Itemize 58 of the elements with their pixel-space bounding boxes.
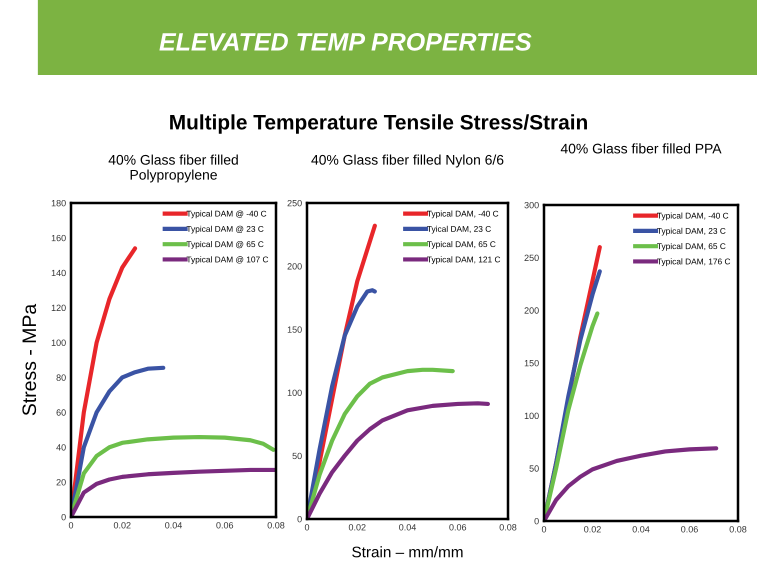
x-tick-label: 0.06 (216, 522, 234, 528)
x-tick-label: 0.04 (165, 522, 182, 528)
x-tick-label: 0.04 (399, 524, 416, 530)
y-tick-label: 0 (61, 514, 66, 520)
y-tick-label: 100 (52, 340, 66, 346)
chart-title: 40% Glass fiber filled Nylon 6/6 (311, 154, 504, 168)
x-tick-label: 0.04 (632, 526, 650, 532)
y-tick-label: 50 (529, 465, 539, 472)
legend-label: Typical DAM @ 23 C (186, 226, 264, 234)
legend-label: Tyical DAM, 23 C (427, 226, 491, 234)
y-tick-label: 100 (524, 412, 539, 420)
legend-label: Typical DAM, -40 C (427, 210, 498, 218)
y-tick-label: 0 (297, 516, 302, 522)
legend-label: Typical DAM, 176 C (657, 258, 730, 266)
y-tick-label: 140 (52, 270, 66, 276)
y-tick-label: 180 (52, 200, 66, 206)
x-tick-label: 0.08 (500, 524, 516, 530)
y-tick-label: 60 (56, 409, 66, 416)
y-tick-label: 150 (288, 326, 302, 333)
y-tick-label: 100 (288, 390, 302, 396)
y-tick-label: 300 (524, 202, 539, 208)
x-tick-label: 0 (304, 524, 310, 530)
text: Multiple Temperature Tensile Stress/Strain (170, 114, 587, 134)
y-tick-label: 50 (292, 452, 302, 460)
x-axis-title: Strain – mm/mm (352, 546, 463, 558)
y-tick-label: 200 (524, 307, 539, 314)
legend-label: Typical DAM, 65 C (427, 241, 496, 249)
x-tick-label: 0 (542, 526, 546, 532)
y-tick-label: 150 (524, 360, 539, 366)
chart-title: 40% Glass fiber filled PPA (560, 143, 722, 154)
y-tick-label: 20 (56, 479, 66, 486)
chart-title: 40% Glass fiber filled Polypropylene (108, 154, 238, 182)
x-tick-label: 0.06 (681, 526, 698, 532)
y-axis-title: Stress - MPa (22, 304, 36, 416)
x-tick-label: 0.08 (730, 526, 746, 532)
line-series (544, 446, 718, 521)
x-tick-label: 0.06 (449, 524, 466, 530)
legend-label: Typical DAM, -40 C (657, 212, 728, 220)
x-tick-label: 0.02 (348, 524, 366, 530)
legend-label: Typical DAM, 65 C (657, 243, 726, 251)
y-tick-label: 80 (56, 374, 66, 381)
legend-label: Typical DAM, 121 C (427, 256, 500, 264)
text: ELEVATED TEMP PROPERTIES (159, 33, 532, 51)
y-tick-label: 250 (288, 200, 302, 206)
legend-label: Typical DAM @ 65 C (186, 241, 264, 249)
x-tick-label: 0 (68, 522, 74, 528)
y-tick-label: 160 (52, 234, 66, 242)
x-tick-label: 0.08 (268, 522, 284, 528)
x-tick-label: 0.02 (114, 522, 131, 528)
legend-label: Typical DAM @ 107 C (186, 256, 268, 264)
x-tick-label: 0.02 (584, 526, 601, 532)
y-tick-label: 120 (52, 304, 66, 312)
line-series (307, 401, 490, 519)
y-tick-label: 250 (524, 254, 539, 262)
y-tick-label: 40 (56, 444, 66, 451)
legend-label: Typical DAM, 23 C (657, 228, 726, 236)
y-tick-label: 200 (288, 263, 302, 270)
legend-label: Typical DAM @ -40 C (186, 210, 266, 218)
